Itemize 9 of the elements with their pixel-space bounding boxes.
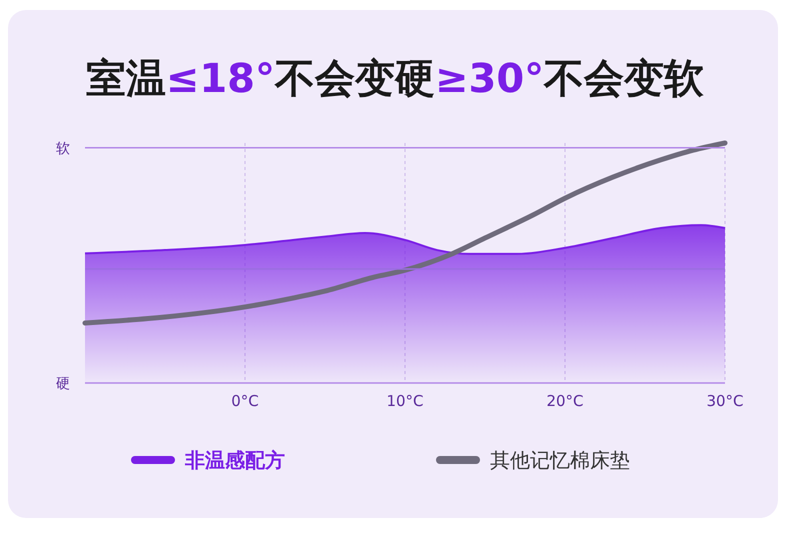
legend-label: 非温感配方 (184, 448, 285, 472)
x-tick-label: 20°C (546, 392, 584, 410)
legend-label: 其他记忆棉床垫 (490, 448, 630, 472)
x-tick-label: 10°C (386, 392, 424, 410)
ref-line-label: 软 (56, 140, 70, 157)
chart-title: 室温≤18°不会变硬≥30°不会变软 (86, 56, 704, 102)
x-tick-label: 0°C (231, 392, 259, 410)
x-tick-label: 30°C (706, 392, 744, 410)
text: 硬 (56, 376, 70, 392)
